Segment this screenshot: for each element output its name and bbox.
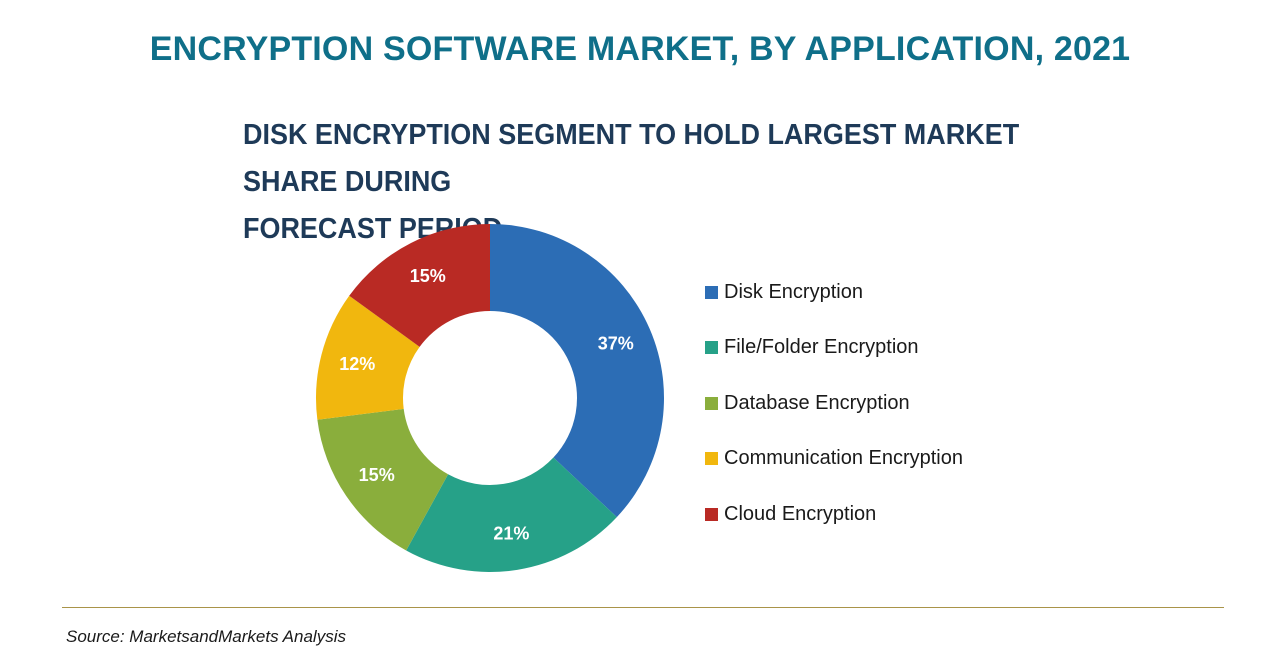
donut-slice-database-encryption [317, 408, 449, 551]
donut-slice-disk-encryption [490, 224, 664, 518]
legend-label-cloud-encryption: Cloud Encryption [724, 502, 877, 525]
donut-slice-cloud-encryption [349, 224, 490, 347]
legend-item-communication-encryption: Communication Encryption [705, 445, 963, 473]
footer-divider [62, 607, 1224, 608]
slice-label-cloud-encryption: 15% [410, 266, 446, 286]
donut-slices [316, 224, 664, 572]
legend-item-file-folder-encryption: File/Folder Encryption [705, 334, 963, 362]
legend-label-database-encryption: Database Encryption [724, 391, 910, 414]
legend-item-cloud-encryption: Cloud Encryption [705, 500, 963, 528]
donut-slice-communication-encryption [316, 295, 420, 420]
chart-subtitle: DISK ENCRYPTION SEGMENT TO HOLD LARGEST … [243, 112, 1099, 253]
slice-label-disk-encryption: 37% [598, 334, 634, 354]
slice-label-database-encryption: 15% [359, 465, 395, 485]
legend-swatch-disk-encryption [705, 285, 718, 299]
legend-swatch-file-folder-encryption [705, 341, 718, 354]
legend-swatch-cloud-encryption [705, 507, 718, 521]
chart-title: ENCRYPTION SOFTWARE MARKET, BY APPLICATI… [149, 30, 1131, 68]
legend-item-database-encryption: Database Encryption [705, 389, 963, 417]
chart-legend: Disk Encryption File/Folder Encryption D… [705, 278, 963, 556]
donut-slice-labels: 37% 21% 15% 12% 15% [339, 266, 633, 543]
slice-label-file-folder-encryption: 21% [493, 523, 529, 543]
source-note: Source: MarketsandMarkets Analysis [66, 627, 346, 646]
donut-slice-file-folder-encryption [406, 457, 617, 572]
legend-label-file-folder-encryption: File/Folder Encryption [724, 336, 919, 358]
slice-label-communication-encryption: 12% [339, 354, 375, 374]
legend-label-communication-encryption: Communication Encryption [724, 447, 963, 469]
legend-label-disk-encryption: Disk Encryption [724, 280, 863, 303]
legend-swatch-database-encryption [705, 396, 718, 410]
subtitle-line-1: DISK ENCRYPTION SEGMENT TO HOLD LARGEST … [243, 119, 1020, 198]
legend-item-disk-encryption: Disk Encryption [705, 278, 963, 306]
legend-swatch-communication-encryption [705, 452, 718, 465]
